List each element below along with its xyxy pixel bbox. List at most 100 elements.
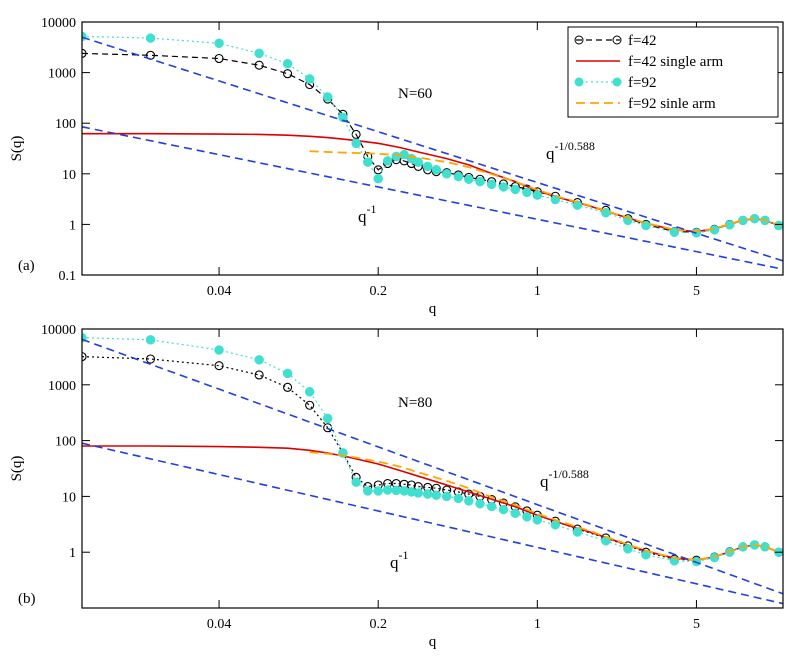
panel-b: 0.04 0.2 1 5110100100010000qS(q)(b)N=80q-1/… — [9, 323, 784, 650]
series-f-92-point — [532, 190, 543, 200]
series-f-42-point — [214, 53, 224, 64]
series-f-42-point — [145, 354, 156, 364]
series-f-92-point — [669, 227, 680, 237]
series-f-92-sinle-arm-line — [309, 451, 780, 561]
series-f-92-point — [464, 496, 474, 506]
series-f-42-point — [82, 48, 87, 58]
power-law-base: q — [546, 144, 555, 163]
series-f-42-line — [82, 52, 780, 233]
panel-a: 0.04 0.2 1 5 0.1 1 10 100 1000 10000 q S(q) (a) N=60 q… — [9, 16, 784, 317]
series-f-92-point — [351, 138, 361, 149]
series-f-92-point — [322, 413, 333, 424]
series-f-92-point — [214, 38, 224, 49]
series-f-92-point — [304, 74, 315, 84]
series-power-law-q-1-line — [82, 442, 783, 605]
series-f-92-point — [363, 486, 373, 496]
series-f-92-point — [498, 504, 509, 515]
legend-marker — [574, 35, 584, 45]
series-f-92-point — [338, 112, 348, 123]
series-f-42-point — [82, 352, 87, 362]
legend-label: f=92 — [628, 75, 656, 91]
power-law-label: q-1 — [390, 548, 409, 572]
series-f-92-point — [431, 490, 442, 500]
x-tick-label: 1 — [534, 284, 541, 299]
series-f-92-point — [363, 157, 373, 167]
panel-label: (b) — [18, 591, 36, 607]
x-tick-label: 0.2 — [369, 617, 387, 632]
series-power-law-q-1-0-588-line — [82, 36, 783, 262]
series-f-92-point — [373, 173, 383, 184]
x-axis-label: q — [429, 301, 437, 317]
n-annotation: N=60 — [398, 86, 432, 102]
series-f-92-point — [373, 486, 383, 496]
y-tick-label: 1000 — [48, 67, 76, 82]
series-f-92-point — [304, 387, 315, 397]
y-tick-label: 100 — [55, 117, 76, 132]
power-law-exponent: -1/0.588 — [549, 467, 589, 481]
series-f-92-point — [532, 515, 543, 525]
y-tick-label: 10 — [62, 168, 76, 183]
series-f-92-point — [214, 345, 224, 355]
series-f-42-point — [305, 400, 315, 410]
series-f-92-point — [453, 171, 464, 182]
series-power-law-q-1-0-588-line — [82, 338, 783, 595]
legend-marker — [612, 35, 622, 45]
power-law-exponent: -1 — [367, 202, 377, 216]
y-tick-label: 10 — [62, 490, 76, 505]
legend-marker — [612, 77, 622, 87]
series-f-92-point — [254, 355, 264, 365]
series-f-42-point — [283, 382, 293, 392]
legend-label: f=42 single arm — [628, 54, 723, 70]
series-f-92-point — [391, 485, 401, 496]
series-f-42-point — [254, 60, 264, 70]
y-tick-label: 0.1 — [59, 269, 77, 284]
panel-label: (a) — [18, 258, 35, 274]
series-f-92-point — [391, 151, 401, 162]
plot-area — [82, 31, 783, 270]
power-law-base: q — [390, 553, 399, 572]
series-f-92-point — [522, 512, 532, 522]
legend: f=42 f=42 single arm f=92 f=92 sinle arm — [567, 26, 779, 118]
series-f-92-point — [738, 215, 748, 226]
series-f-42-point — [254, 370, 264, 380]
series-f-42-line — [82, 356, 780, 561]
series-f-92-point — [760, 542, 770, 552]
series-f-92-point — [522, 187, 532, 198]
x-tick-label: 1 — [534, 617, 541, 632]
x-axis-label: q — [429, 634, 437, 650]
series-f-92-point — [441, 169, 452, 179]
legend-marker — [574, 77, 584, 87]
y-tick-label: 10000 — [41, 323, 76, 338]
series-f-92-point — [322, 92, 333, 102]
y-tick-label: 100 — [55, 435, 76, 450]
x-tick-label: 0.04 — [207, 617, 232, 632]
series-f-92-point — [774, 220, 783, 231]
series-power-law-q-1-line — [82, 126, 783, 270]
power-law-label: q-1/0.588 — [546, 139, 595, 163]
y-axis-label: S(q) — [9, 136, 25, 162]
series-f-42-single-arm-line — [82, 445, 780, 562]
plot-area — [82, 332, 783, 605]
series-f-92-point — [475, 498, 485, 509]
plot-frame — [81, 21, 784, 276]
series-f-92-point — [145, 335, 156, 345]
power-law-base: q — [540, 472, 549, 491]
series-f-92-point — [486, 501, 497, 512]
series-f-92-line — [82, 337, 780, 563]
series-f-92-point — [498, 182, 509, 192]
plot-frame — [81, 328, 784, 609]
x-tick-label: 0.2 — [369, 284, 387, 299]
series-f-92-point — [486, 179, 497, 190]
series-f-92-point — [453, 493, 464, 504]
x-tick-label: 5 — [693, 617, 700, 632]
series-f-92-point — [145, 33, 156, 43]
power-law-exponent: -1 — [399, 548, 409, 562]
series-f-92-point — [510, 184, 521, 195]
series-f-92-point — [422, 489, 433, 499]
y-axis-label: S(q) — [9, 456, 25, 482]
power-law-label: q-1/0.588 — [540, 467, 589, 491]
legend-box — [567, 26, 779, 118]
series-f-92-point — [572, 200, 583, 210]
series-f-92-point — [464, 174, 474, 185]
series-f-42-point — [214, 361, 224, 371]
